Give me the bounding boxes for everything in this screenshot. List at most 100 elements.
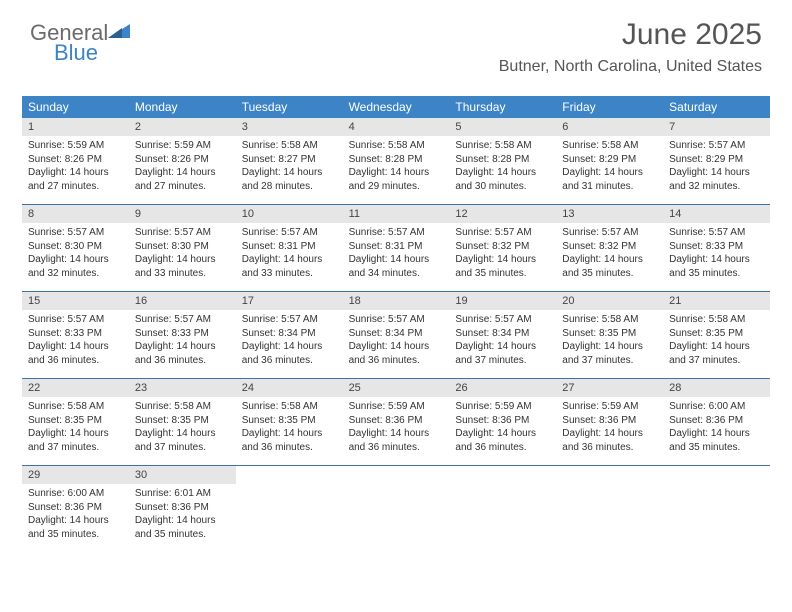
daylight-line1: Daylight: 14 hours — [562, 427, 657, 441]
daylight-line2: and 37 minutes. — [669, 354, 764, 368]
day-number: 15 — [22, 292, 129, 310]
daylight-line1: Daylight: 14 hours — [669, 340, 764, 354]
day-details: Sunrise: 5:59 AMSunset: 8:26 PMDaylight:… — [129, 136, 236, 199]
daylight-line2: and 33 minutes. — [135, 267, 230, 281]
sunrise-text: Sunrise: 5:57 AM — [135, 313, 230, 327]
calendar-cell — [236, 466, 343, 552]
calendar-week: 22 Sunrise: 5:58 AMSunset: 8:35 PMDayligh… — [22, 379, 770, 466]
daylight-line2: and 36 minutes. — [242, 441, 337, 455]
sunset-text: Sunset: 8:31 PM — [349, 240, 444, 254]
calendar-cell: 3Sunrise: 5:58 AMSunset: 8:27 PMDaylight… — [236, 118, 343, 204]
sunrise-text: Sunrise: 5:57 AM — [135, 226, 230, 240]
daylight-line1: Daylight: 14 hours — [135, 340, 230, 354]
day-number: 27 — [556, 379, 663, 397]
day-number: 25 — [343, 379, 450, 397]
sunrise-text: Sunrise: 5:57 AM — [28, 313, 123, 327]
day-number: 28 — [663, 379, 770, 397]
day-number: 17 — [236, 292, 343, 310]
daylight-line1: Daylight: 14 hours — [28, 340, 123, 354]
daylight-line2: and 27 minutes. — [135, 180, 230, 194]
sunrise-text: Sunrise: 5:57 AM — [349, 226, 444, 240]
calendar-cell: 6Sunrise: 5:58 AMSunset: 8:29 PMDaylight… — [556, 118, 663, 204]
day-number: 8 — [22, 205, 129, 223]
day-details: Sunrise: 5:58 AMSunset: 8:28 PMDaylight:… — [343, 136, 450, 199]
sunset-text: Sunset: 8:28 PM — [455, 153, 550, 167]
calendar-cell — [343, 466, 450, 552]
calendar-cell: 22Sunrise: 5:58 AMSunset: 8:35 PMDayligh… — [22, 379, 129, 465]
calendar-cell: 5Sunrise: 5:58 AMSunset: 8:28 PMDaylight… — [449, 118, 556, 204]
day-number: 22 — [22, 379, 129, 397]
calendar-cell — [556, 466, 663, 552]
calendar-cell: 14Sunrise: 5:57 AMSunset: 8:33 PMDayligh… — [663, 205, 770, 291]
day-details: Sunrise: 5:57 AMSunset: 8:34 PMDaylight:… — [343, 310, 450, 373]
daylight-line1: Daylight: 14 hours — [562, 340, 657, 354]
sunrise-text: Sunrise: 5:59 AM — [135, 139, 230, 153]
calendar-cell: 17Sunrise: 5:57 AMSunset: 8:34 PMDayligh… — [236, 292, 343, 378]
day-details: Sunrise: 5:57 AMSunset: 8:33 PMDaylight:… — [663, 223, 770, 286]
calendar-week: 15Sunrise: 5:57 AMSunset: 8:33 PMDayligh… — [22, 292, 770, 379]
day-details: Sunrise: 6:00 AMSunset: 8:36 PMDaylight:… — [22, 484, 129, 547]
sunset-text: Sunset: 8:34 PM — [455, 327, 550, 341]
sunset-text: Sunset: 8:26 PM — [28, 153, 123, 167]
daylight-line1: Daylight: 14 hours — [349, 427, 444, 441]
calendar-cell: 16Sunrise: 5:57 AMSunset: 8:33 PMDayligh… — [129, 292, 236, 378]
calendar-cell: 13Sunrise: 5:57 AMSunset: 8:32 PMDayligh… — [556, 205, 663, 291]
sunrise-text: Sunrise: 5:57 AM — [562, 226, 657, 240]
day-details: Sunrise: 5:59 AMSunset: 8:36 PMDaylight:… — [556, 397, 663, 460]
daylight-line2: and 36 minutes. — [455, 441, 550, 455]
sunrise-text: Sunrise: 6:00 AM — [669, 400, 764, 414]
sunset-text: Sunset: 8:27 PM — [242, 153, 337, 167]
calendar-cell: 1Sunrise: 5:59 AMSunset: 8:26 PMDaylight… — [22, 118, 129, 204]
daylight-line2: and 29 minutes. — [349, 180, 444, 194]
sunset-text: Sunset: 8:32 PM — [455, 240, 550, 254]
sunrise-text: Sunrise: 5:58 AM — [562, 313, 657, 327]
day-number: 6 — [556, 118, 663, 136]
day-details: Sunrise: 5:58 AMSunset: 8:35 PMDaylight:… — [236, 397, 343, 460]
daylight-line1: Daylight: 14 hours — [242, 427, 337, 441]
day-details: Sunrise: 5:59 AMSunset: 8:26 PMDaylight:… — [22, 136, 129, 199]
sunset-text: Sunset: 8:36 PM — [28, 501, 123, 515]
day-details: Sunrise: 5:57 AMSunset: 8:30 PMDaylight:… — [129, 223, 236, 286]
day-details: Sunrise: 5:57 AMSunset: 8:34 PMDaylight:… — [236, 310, 343, 373]
daylight-line2: and 30 minutes. — [455, 180, 550, 194]
calendar-cell: 27Sunrise: 5:59 AMSunset: 8:36 PMDayligh… — [556, 379, 663, 465]
sunrise-text: Sunrise: 5:58 AM — [28, 400, 123, 414]
sunrise-text: Sunrise: 5:59 AM — [28, 139, 123, 153]
day-details: Sunrise: 5:58 AMSunset: 8:35 PMDaylight:… — [556, 310, 663, 373]
day-number: 30 — [129, 466, 236, 484]
calendar-cell: 28Sunrise: 6:00 AMSunset: 8:36 PMDayligh… — [663, 379, 770, 465]
daylight-line2: and 34 minutes. — [349, 267, 444, 281]
day-details: Sunrise: 5:57 AMSunset: 8:34 PMDaylight:… — [449, 310, 556, 373]
day-details: Sunrise: 5:57 AMSunset: 8:33 PMDaylight:… — [22, 310, 129, 373]
daylight-line2: and 35 minutes. — [28, 528, 123, 542]
daylight-line2: and 33 minutes. — [242, 267, 337, 281]
sunrise-text: Sunrise: 5:59 AM — [562, 400, 657, 414]
day-number: 11 — [343, 205, 450, 223]
day-number: 3 — [236, 118, 343, 136]
weekday-col: Friday — [556, 96, 663, 118]
day-details: Sunrise: 5:58 AMSunset: 8:28 PMDaylight:… — [449, 136, 556, 199]
daylight-line2: and 36 minutes. — [562, 441, 657, 455]
weekday-header: Sunday Monday Tuesday Wednesday Thursday… — [22, 96, 770, 118]
daylight-line2: and 28 minutes. — [242, 180, 337, 194]
sunset-text: Sunset: 8:34 PM — [349, 327, 444, 341]
sunrise-text: Sunrise: 5:59 AM — [455, 400, 550, 414]
daylight-line1: Daylight: 14 hours — [562, 166, 657, 180]
day-details: Sunrise: 6:00 AMSunset: 8:36 PMDaylight:… — [663, 397, 770, 460]
daylight-line1: Daylight: 14 hours — [669, 427, 764, 441]
brand-logo: General Blue — [30, 22, 108, 64]
daylight-line2: and 35 minutes. — [669, 267, 764, 281]
day-number: 19 — [449, 292, 556, 310]
calendar-cell: 23Sunrise: 5:58 AMSunset: 8:35 PMDayligh… — [129, 379, 236, 465]
calendar-cell: 4Sunrise: 5:58 AMSunset: 8:28 PMDaylight… — [343, 118, 450, 204]
day-number: 29 — [22, 466, 129, 484]
calendar-week: 1Sunrise: 5:59 AMSunset: 8:26 PMDaylight… — [22, 118, 770, 205]
sunrise-text: Sunrise: 6:00 AM — [28, 487, 123, 501]
sunrise-text: Sunrise: 5:57 AM — [455, 313, 550, 327]
day-number: 23 — [129, 379, 236, 397]
daylight-line2: and 37 minutes. — [562, 354, 657, 368]
day-number: 7 — [663, 118, 770, 136]
day-number: 16 — [129, 292, 236, 310]
daylight-line2: and 36 minutes. — [28, 354, 123, 368]
calendar-cell: 25Sunrise: 5:59 AMSunset: 8:36 PMDayligh… — [343, 379, 450, 465]
